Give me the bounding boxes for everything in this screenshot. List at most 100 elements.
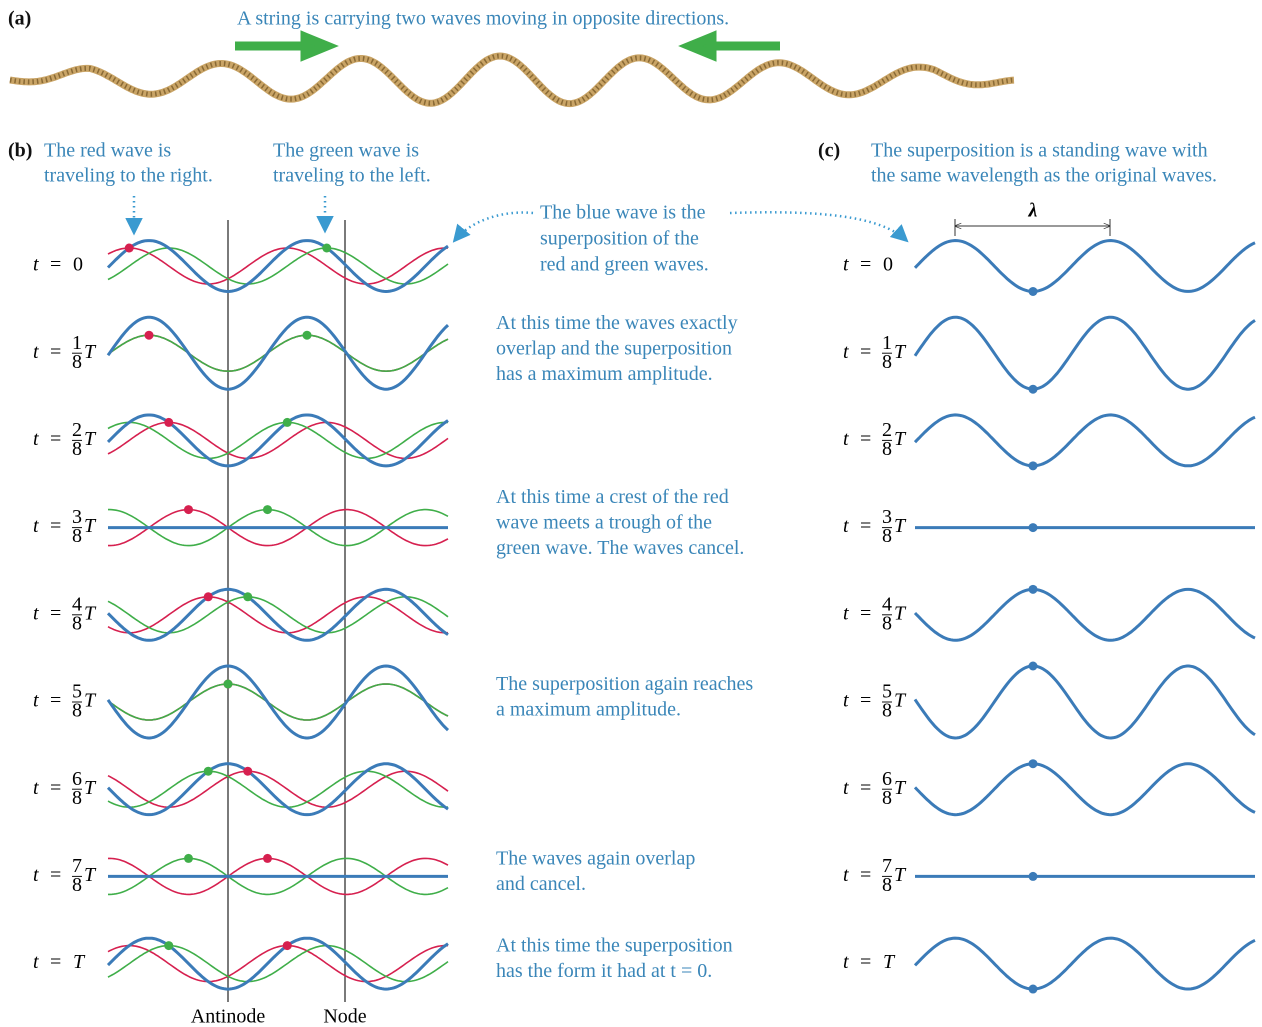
standing-wave — [915, 764, 1255, 815]
time-var: t — [843, 515, 849, 537]
time-den: 8 — [882, 787, 892, 809]
time-eq: = — [50, 777, 61, 799]
time-value: 0 — [73, 254, 83, 276]
time-period: T — [84, 428, 97, 450]
red-wave — [108, 248, 448, 284]
time-den: 8 — [72, 525, 82, 547]
time-eq: = — [860, 254, 871, 276]
note: The blue wave is the — [540, 202, 706, 224]
green-wave — [108, 422, 448, 458]
time-den: 8 — [72, 438, 82, 460]
red-wave — [108, 422, 448, 458]
note: The green wave is — [273, 140, 419, 162]
time-eq: = — [50, 515, 61, 537]
time-period: T — [84, 690, 97, 712]
time-value: T — [73, 951, 86, 973]
note: and cancel. — [496, 873, 586, 895]
green-dot — [303, 331, 312, 340]
time-var: t — [33, 951, 39, 973]
time-period: T — [894, 777, 907, 799]
time-var: t — [843, 254, 849, 276]
axis-label: Node — [323, 1006, 366, 1027]
wavelength-label: λ — [1028, 200, 1038, 222]
red-wave — [108, 597, 448, 633]
rope-body — [10, 56, 1014, 104]
note: has the form it had at t = 0. — [496, 960, 712, 982]
time-eq: = — [860, 515, 871, 537]
pointer — [730, 212, 906, 240]
time-var: t — [33, 864, 39, 886]
time-var: t — [33, 690, 39, 712]
standing-wave — [915, 938, 1255, 989]
red-dot — [204, 592, 213, 601]
caption: A string is carrying two waves moving in… — [237, 8, 729, 30]
green-wave — [108, 248, 448, 284]
time-period: T — [894, 864, 907, 886]
time-eq: = — [50, 341, 61, 363]
green-wave — [108, 597, 448, 633]
time-eq: = — [50, 864, 61, 886]
time-var: t — [33, 515, 39, 537]
time-den: 8 — [882, 612, 892, 634]
red-dot — [145, 331, 154, 340]
note: The waves again overlap — [496, 847, 695, 869]
axis-label: Antinode — [191, 1006, 266, 1027]
green-wave — [108, 771, 448, 807]
time-period: T — [894, 428, 907, 450]
time-eq: = — [860, 690, 871, 712]
arrow-right — [235, 37, 327, 55]
red-dot — [125, 244, 134, 253]
time-var: t — [843, 864, 849, 886]
time-period: T — [894, 690, 907, 712]
note: At this time a crest of the red — [496, 486, 729, 508]
time-period: T — [84, 515, 97, 537]
time-period: T — [84, 777, 97, 799]
time-den: 8 — [72, 787, 82, 809]
time-period: T — [84, 864, 97, 886]
time-var: t — [843, 602, 849, 624]
time-period: T — [894, 515, 907, 537]
blue-wave — [108, 666, 448, 738]
note: overlap and the superposition — [496, 337, 732, 359]
time-var: t — [843, 777, 849, 799]
time-period: T — [894, 602, 907, 624]
pointers — [134, 196, 906, 240]
time-var: t — [33, 341, 39, 363]
note: wave meets a trough of the — [496, 512, 712, 534]
note: traveling to the left. — [273, 165, 431, 187]
red-dot — [184, 505, 193, 514]
time-var: t — [843, 428, 849, 450]
time-den: 8 — [72, 351, 82, 373]
time-eq: = — [860, 602, 871, 624]
time-den: 8 — [72, 700, 82, 722]
note: superposition of the — [540, 228, 699, 250]
time-den: 8 — [72, 612, 82, 634]
time-den: 8 — [882, 700, 892, 722]
green-dot — [164, 941, 173, 950]
blue-wave — [108, 589, 448, 640]
time-den: 8 — [882, 874, 892, 896]
pointer — [455, 213, 533, 240]
time-den: 8 — [882, 438, 892, 460]
panel-label: (a) — [8, 8, 31, 30]
green-dot — [322, 244, 331, 253]
antinode-dot — [1029, 872, 1038, 881]
antinode-dot — [1029, 287, 1038, 296]
panel-label: (c) — [818, 140, 840, 162]
time-var: t — [33, 602, 39, 624]
time-period: T — [84, 341, 97, 363]
time-den: 8 — [882, 525, 892, 547]
green-dot — [243, 592, 252, 601]
time-var: t — [33, 428, 39, 450]
green-dot — [224, 680, 233, 689]
antinode-dot — [1029, 985, 1038, 994]
red-dot — [243, 767, 252, 776]
time-eq: = — [50, 951, 61, 973]
time-value: T — [883, 951, 896, 973]
time-var: t — [843, 690, 849, 712]
antinode-dot — [1029, 662, 1038, 671]
time-den: 8 — [72, 874, 82, 896]
green-dot — [283, 418, 292, 427]
time-var: t — [33, 254, 39, 276]
time-den: 8 — [882, 351, 892, 373]
